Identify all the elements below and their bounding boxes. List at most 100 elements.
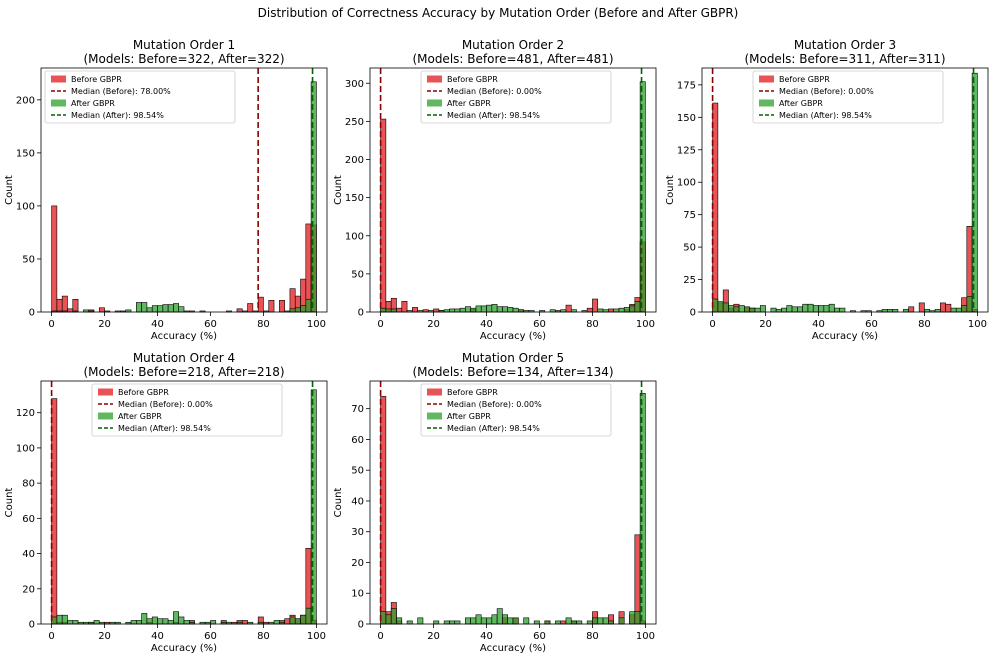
before-bar — [560, 620, 567, 625]
y-tick-label: 200 — [16, 95, 35, 106]
x-axis-label: Accuracy (%) — [151, 331, 217, 342]
after-bar — [459, 307, 466, 313]
after-bar — [480, 617, 487, 625]
y-tick-label: 20 — [22, 584, 35, 595]
x-tick-label: 80 — [586, 319, 599, 330]
x-tick-label: 0 — [48, 319, 54, 330]
after-bar — [781, 307, 788, 313]
after-bar — [151, 305, 158, 313]
before-bar — [634, 534, 641, 625]
after-bar — [406, 620, 413, 625]
after-bar — [812, 305, 819, 313]
after-bar — [167, 304, 174, 313]
after-bar — [491, 614, 498, 625]
before-bar — [284, 618, 291, 625]
after-bar — [565, 617, 572, 625]
before-bar — [412, 307, 418, 313]
after-bar — [396, 617, 403, 625]
after-bar — [966, 296, 973, 313]
after-bar — [733, 306, 740, 313]
after-bar — [496, 306, 503, 313]
x-tick-label: 40 — [151, 319, 164, 330]
x-tick-label: 0 — [48, 631, 54, 642]
after-bar — [390, 308, 397, 313]
after-bar — [507, 307, 514, 313]
y-tick-label: 200 — [345, 155, 364, 166]
after-bar — [629, 611, 636, 625]
after-bar — [738, 305, 745, 313]
y-tick-label: 100 — [345, 231, 364, 242]
after-bar — [141, 302, 148, 313]
x-tick-label: 60 — [533, 319, 546, 330]
legend-label: Median (Before): 0.00% — [447, 87, 542, 96]
y-tick-label: 100 — [16, 201, 35, 212]
after-bar — [465, 617, 471, 625]
after-bar — [623, 307, 630, 313]
before-bar — [289, 288, 296, 313]
after-bar — [722, 302, 729, 313]
y-tick-label: 0 — [358, 620, 364, 631]
legend-label: After GBPR — [71, 99, 115, 108]
legend-swatch-before — [427, 75, 442, 83]
y-tick-label: 10 — [351, 589, 364, 600]
legend-label: Before GBPR — [447, 388, 498, 397]
x-tick-label: 80 — [257, 631, 270, 642]
after-bar — [173, 303, 180, 313]
after-bar — [141, 613, 148, 625]
after-bar — [136, 620, 142, 625]
after-bar — [754, 307, 761, 313]
after-bar — [162, 304, 169, 313]
legend-label: Median (After): 98.54% — [447, 424, 540, 433]
before-bar — [908, 306, 915, 313]
x-tick-label: 60 — [204, 631, 217, 642]
y-tick-label: 0 — [690, 308, 696, 319]
after-bar — [305, 298, 312, 313]
y-axis-label: Count — [4, 175, 15, 205]
x-tick-label: 0 — [377, 631, 383, 642]
after-bar — [592, 617, 599, 625]
after-bar — [449, 620, 456, 625]
legend: Before GBPR Median (Before): 0.00% After G… — [91, 383, 283, 437]
after-bar — [173, 611, 180, 625]
after-bar — [289, 616, 296, 625]
after-bar — [480, 305, 487, 313]
y-tick-label: 250 — [345, 117, 364, 128]
after-bar — [385, 308, 392, 313]
legend: Before GBPR Median (Before): 0.00% After G… — [420, 70, 612, 124]
y-tick-label: 0 — [358, 308, 364, 319]
x-tick-label: 80 — [918, 319, 931, 330]
legend-label: Before GBPR — [447, 75, 498, 84]
legend-box — [420, 70, 612, 124]
legend-label: Median (After): 98.54% — [118, 424, 211, 433]
x-tick-label: 40 — [151, 631, 164, 642]
after-bar — [496, 608, 503, 625]
before-bar — [236, 308, 243, 313]
x-tick-label: 60 — [204, 319, 217, 330]
legend-label: Median (Before): 0.00% — [447, 400, 542, 409]
after-bar — [570, 620, 577, 625]
y-tick-label: 150 — [345, 193, 364, 204]
after-bar — [717, 301, 724, 313]
after-bar — [502, 306, 509, 313]
legend-swatch-before — [427, 388, 442, 396]
legend-label: Median (After): 98.54% — [779, 111, 872, 120]
before-bar — [98, 307, 105, 313]
y-tick-label: 40 — [351, 496, 364, 507]
after-bar — [807, 303, 814, 313]
legend-box — [91, 383, 283, 437]
after-bar — [72, 620, 79, 625]
legend: Before GBPR Median (Before): 0.00% After G… — [752, 70, 944, 124]
y-tick-label: 20 — [351, 558, 364, 569]
after-bar — [183, 620, 190, 625]
before-bar — [67, 308, 74, 313]
subplot-subtitle: (Models: Before=134, After=134) — [412, 365, 613, 379]
legend-label: After GBPR — [447, 412, 491, 421]
after-bar — [146, 618, 153, 625]
x-tick-label: 20 — [427, 319, 440, 330]
after-bar — [961, 305, 968, 313]
after-bar — [586, 620, 593, 625]
legend-swatch-before — [51, 75, 66, 83]
after-bar — [454, 620, 461, 625]
subplot-subtitle: (Models: Before=322, After=322) — [83, 52, 284, 66]
y-tick-label: 150 — [16, 148, 35, 159]
